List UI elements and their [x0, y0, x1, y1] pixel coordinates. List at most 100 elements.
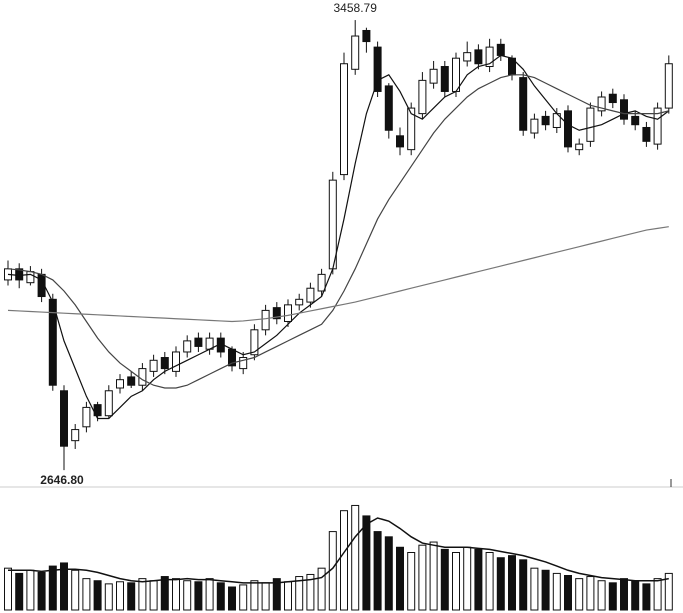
- volume-bar: [474, 548, 483, 611]
- candle-body: [597, 96, 606, 112]
- volume-bar: [608, 582, 617, 611]
- candle-body: [586, 107, 595, 142]
- volume-bar: [116, 581, 124, 611]
- candle-body: [351, 35, 360, 70]
- volume-bar: [496, 557, 505, 611]
- volume-bar: [306, 573, 315, 611]
- candle-body: [26, 271, 35, 284]
- candle-body: [60, 390, 68, 447]
- candle-body: [93, 404, 102, 417]
- candle-body: [485, 46, 494, 68]
- volume-bar: [373, 531, 382, 611]
- volume-bar: [48, 565, 57, 611]
- candle-body: [384, 85, 393, 131]
- candle-body: [575, 143, 584, 151]
- volume-bar: [452, 552, 460, 611]
- volume-bar: [362, 515, 371, 611]
- volume-bar: [508, 555, 516, 611]
- volume-bar: [284, 581, 292, 611]
- volume-bar: [149, 580, 158, 611]
- volume-bar: [216, 582, 225, 611]
- volume-bar: [205, 578, 214, 611]
- volume-bar: [26, 569, 35, 611]
- candle-body: [362, 29, 371, 43]
- candle-body: [474, 49, 483, 65]
- candle-body: [642, 126, 651, 142]
- volume-bar: [642, 583, 651, 611]
- volume-bar: [340, 510, 348, 611]
- candle-body: [71, 429, 80, 442]
- moving-average: [7, 226, 669, 323]
- volume-bar: [519, 559, 528, 611]
- volume-bar: [631, 580, 640, 611]
- candle-body: [306, 287, 315, 303]
- candle-body: [530, 118, 539, 134]
- candle-body: [373, 46, 382, 92]
- candle-body: [239, 357, 248, 370]
- candle-body: [620, 99, 628, 120]
- moving-average: [7, 54, 670, 420]
- candle-body: [272, 307, 281, 320]
- candle-body: [149, 359, 158, 372]
- low-label: 2646.80: [40, 473, 84, 487]
- volume-bar: [228, 586, 236, 611]
- volume-bar: [351, 504, 360, 611]
- volume-bar: [250, 580, 259, 611]
- volume-bar: [463, 546, 472, 611]
- high-label: 3458.79: [334, 1, 378, 15]
- volume-bar: [4, 567, 12, 611]
- volume-bar: [620, 578, 628, 611]
- candle-body: [440, 66, 449, 92]
- candle-body: [317, 273, 326, 292]
- moving-average: [7, 74, 669, 389]
- candle-body: [496, 43, 505, 56]
- candle-body: [82, 406, 91, 428]
- candle-body: [104, 390, 113, 417]
- volume-bar: [396, 546, 404, 611]
- volume-bar: [71, 569, 80, 611]
- volume-average: [8, 517, 669, 584]
- candle-body: [138, 368, 147, 386]
- volume-bar: [317, 567, 326, 611]
- candle-body: [463, 52, 472, 62]
- volume-bar: [93, 580, 102, 611]
- volume-bar: [239, 584, 248, 611]
- candle-body: [295, 298, 304, 306]
- volume-bar: [127, 582, 136, 611]
- candle-body: [664, 63, 673, 109]
- volume-bar: [429, 541, 438, 611]
- candle-body: [183, 340, 192, 353]
- volume-bar: [418, 544, 427, 611]
- volume-bar: [384, 536, 393, 611]
- volume-bar: [664, 572, 673, 611]
- volume-bar: [485, 552, 494, 611]
- volume-bar: [295, 576, 304, 611]
- candle-body: [15, 268, 24, 281]
- volume-bar: [82, 578, 91, 611]
- candle-body: [48, 298, 57, 386]
- candle-body: [160, 357, 169, 370]
- volume-bar: [104, 583, 113, 611]
- volume-bar: [183, 580, 192, 611]
- candle-body: [261, 309, 270, 331]
- candle-body: [284, 304, 292, 322]
- volume-bar: [575, 578, 584, 611]
- volume-bar: [138, 578, 147, 611]
- candle-body: [116, 379, 124, 389]
- volume-bar: [194, 581, 203, 611]
- volume-bar: [37, 571, 46, 611]
- volume-bar: [261, 582, 270, 611]
- candle-body: [194, 337, 203, 347]
- candle-body: [631, 115, 640, 126]
- candle-body: [452, 57, 460, 92]
- volume-bar: [272, 578, 281, 611]
- volume-bar: [586, 576, 595, 611]
- volume-bar: [60, 562, 68, 611]
- volume-bar: [440, 548, 449, 611]
- candle-body: [608, 93, 617, 104]
- volume-bar: [653, 578, 662, 611]
- volume-bar: [407, 552, 416, 611]
- candle-body: [396, 135, 404, 148]
